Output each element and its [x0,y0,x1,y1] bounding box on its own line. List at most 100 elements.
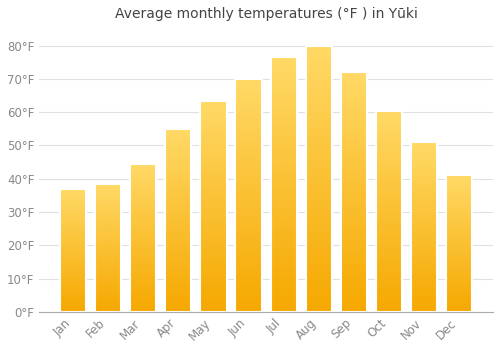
Bar [376,266,402,267]
Bar [446,295,472,297]
Bar [340,163,367,166]
Bar [95,301,122,303]
Bar [306,139,332,141]
Bar [130,205,156,207]
Bar [236,212,262,214]
Bar [165,156,192,158]
Bar [270,286,297,289]
Bar [446,248,472,249]
Bar [411,229,438,230]
Bar [270,141,297,144]
Bar [60,286,86,287]
Bar [236,133,262,135]
Bar [376,296,402,298]
Bar [236,298,262,300]
Bar [95,270,122,271]
Bar [60,207,86,208]
Bar [270,118,297,121]
Bar [60,307,86,308]
Bar [446,231,472,233]
Bar [270,174,297,177]
Bar [411,184,438,186]
Bar [130,295,156,297]
Bar [270,258,297,261]
Bar [165,182,192,184]
Bar [60,303,86,304]
Bar [376,235,402,237]
Bar [95,186,122,188]
Bar [411,237,438,239]
Bar [165,178,192,180]
Bar [270,304,297,307]
Bar [200,284,226,286]
Bar [200,288,226,290]
Bar [270,248,297,251]
Bar [376,173,402,175]
Bar [165,272,192,273]
Bar [95,184,122,185]
Bar [200,187,226,189]
Bar [306,166,332,168]
Bar [376,298,402,300]
Bar [376,121,402,122]
Bar [165,200,192,202]
Bar [200,113,226,116]
Bar [236,286,262,288]
Bar [165,282,192,284]
Bar [165,196,192,198]
Bar [270,149,297,152]
Bar [200,202,226,204]
Bar [376,159,402,161]
Bar [376,306,402,308]
Bar [411,232,438,234]
Bar [340,257,367,259]
Bar [165,290,192,292]
Bar [306,267,332,269]
Bar [165,202,192,204]
Bar [411,212,438,214]
Bar [95,239,122,240]
Bar [95,238,122,239]
Bar [60,216,86,217]
Bar [130,226,156,228]
Bar [165,184,192,186]
Bar [411,149,438,150]
Bar [95,307,122,308]
Bar [270,220,297,223]
Bar [95,244,122,245]
Bar [270,75,297,78]
Bar [236,214,262,216]
Bar [376,304,402,306]
Bar [411,196,438,198]
Bar [200,270,226,272]
Bar [446,264,472,265]
Bar [60,217,86,218]
Bar [340,75,367,77]
Bar [306,224,332,226]
Bar [270,192,297,195]
Bar [446,303,472,305]
Bar [446,278,472,279]
Bar [165,204,192,206]
Bar [306,264,332,267]
Bar [411,158,438,159]
Bar [236,207,262,209]
Bar [200,276,226,278]
Bar [306,99,332,102]
Bar [376,119,402,121]
Bar [270,233,297,236]
Bar [376,243,402,245]
Bar [306,200,332,203]
Bar [340,221,367,223]
Bar [340,309,367,312]
Bar [376,207,402,209]
Bar [446,175,472,312]
Bar [376,141,402,143]
Bar [340,173,367,175]
Bar [130,173,156,174]
Bar [60,205,86,206]
Bar [340,276,367,278]
Bar [95,256,122,257]
Bar [270,228,297,230]
Bar [165,191,192,193]
